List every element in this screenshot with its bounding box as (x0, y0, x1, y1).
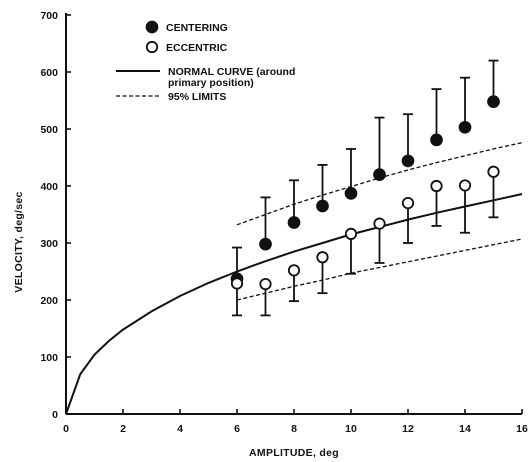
error-bars (232, 59, 499, 317)
ticks: 0 2 4 6 8 10 12 14 16 0 100 200 300 400 500 600 700 (40, 10, 528, 435)
centering-point (458, 120, 472, 134)
x-tick-label: 16 (516, 423, 528, 435)
centering-point (430, 133, 443, 147)
markers (230, 95, 500, 291)
legend-label-limits: 95% LIMITS (168, 91, 226, 103)
y-axis-title: VELOCITY, deg/sec (13, 191, 25, 292)
eccentric-point (259, 277, 272, 291)
eccentric-point (287, 264, 301, 277)
y-tick-label: 500 (40, 124, 58, 136)
centering-point (487, 95, 500, 108)
eccentric-point (344, 227, 358, 240)
x-tick-label: 14 (459, 423, 471, 435)
eccentric-point (230, 277, 244, 290)
eccentric-point (316, 251, 329, 264)
eccentric-point (373, 217, 386, 230)
eccentric-point (487, 165, 500, 178)
eccentric-point (458, 179, 472, 192)
centering-point (401, 154, 415, 168)
legend: CENTERING ECCENTRIC NORMAL CURVE (around… (116, 20, 295, 103)
x-tick-label: 4 (177, 423, 183, 435)
y-tick-label: 100 (40, 352, 58, 364)
legend-label-centering: CENTERING (166, 22, 228, 34)
centering-point (287, 216, 301, 229)
x-tick-label: 0 (63, 423, 69, 435)
eccentric-point (401, 197, 415, 210)
legend-label-normal-2: primary position) (168, 77, 254, 89)
x-tick-label: 8 (291, 423, 297, 435)
centering-point (316, 199, 329, 213)
limit-curve-line (236, 238, 523, 301)
x-axis-title: AMPLITUDE, deg (249, 447, 339, 459)
eccentric-point (430, 179, 443, 193)
y-tick-label: 600 (40, 67, 58, 79)
centering-point (259, 237, 272, 251)
y-tick-label: 400 (40, 181, 58, 193)
x-tick-label: 10 (345, 423, 357, 435)
centering-point (373, 168, 386, 181)
legend-marker-centering (145, 20, 159, 34)
y-tick-label: 0 (52, 409, 58, 421)
y-tick-label: 200 (40, 295, 58, 307)
y-tick-label: 300 (40, 238, 58, 250)
legend-marker-eccentric (145, 40, 159, 54)
centering-point (344, 187, 358, 200)
legend-label-eccentric: ECCENTRIC (166, 42, 228, 54)
y-tick-label: 700 (40, 10, 58, 22)
x-tick-label: 6 (234, 423, 240, 435)
x-tick-label: 2 (120, 423, 126, 435)
x-tick-label: 12 (402, 423, 414, 435)
legend-label-normal-1: NORMAL CURVE (around (168, 66, 295, 78)
